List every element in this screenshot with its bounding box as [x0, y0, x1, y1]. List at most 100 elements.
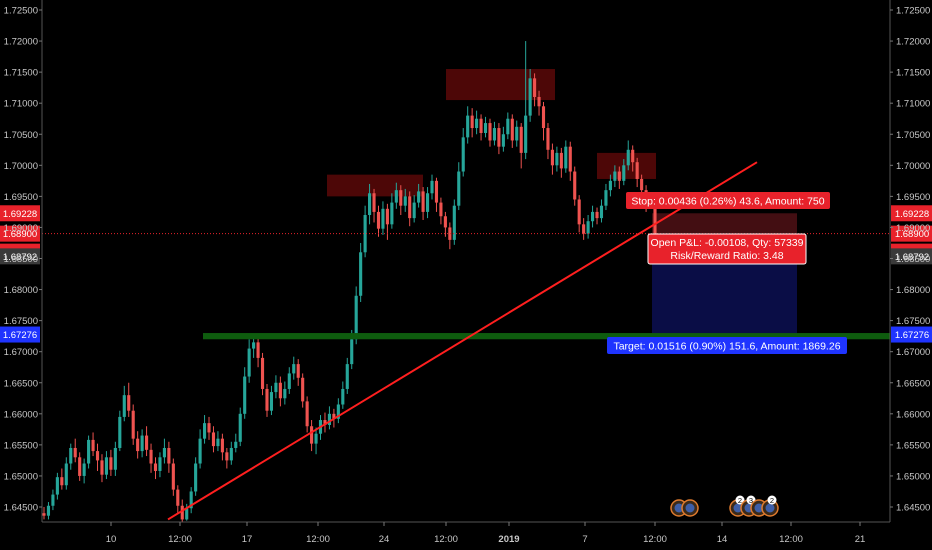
- candle-body: [269, 392, 274, 411]
- candle-body: [408, 196, 412, 219]
- candle-body: [149, 449, 153, 464]
- candle-body: [283, 388, 287, 399]
- candle-body: [278, 382, 282, 399]
- candle-body: [87, 439, 91, 464]
- candle-body: [470, 115, 474, 129]
- candle-body: [265, 388, 269, 411]
- y-tick-label-left: 1.68500: [4, 254, 38, 265]
- candle-body: [417, 191, 421, 203]
- candle-body: [332, 413, 336, 419]
- candle-body: [541, 106, 546, 129]
- candle-body: [582, 224, 586, 234]
- candle-body: [207, 423, 211, 433]
- stop-label-box: [626, 192, 830, 209]
- candle-body: [546, 128, 550, 150]
- candle-body: [430, 180, 434, 194]
- candle-body: [55, 477, 59, 495]
- event-count-text: 3: [749, 496, 753, 505]
- candle-body: [113, 447, 117, 470]
- candle-body: [287, 373, 291, 389]
- y-tick-label-right: 1.65000: [896, 471, 930, 482]
- candle-body: [180, 505, 184, 520]
- resistance-zone: [327, 174, 423, 197]
- candle-body: [171, 463, 175, 490]
- event-flag-icon: [765, 503, 775, 513]
- candle-body: [483, 123, 488, 134]
- candle-body: [292, 364, 296, 374]
- candle-body: [122, 395, 126, 417]
- candle-body: [488, 123, 492, 141]
- x-tick-label: 21: [855, 534, 866, 545]
- candle-body: [91, 439, 95, 452]
- target-price-tag-left-text: 1.67276: [3, 330, 37, 341]
- candle-body: [60, 477, 64, 486]
- candle-body: [305, 401, 309, 427]
- candle-body: [189, 491, 193, 509]
- candle-body: [528, 78, 532, 116]
- candle-body: [211, 432, 216, 447]
- y-tick-label-left: 1.72500: [4, 6, 38, 17]
- candle-body: [559, 152, 563, 169]
- support-line: [203, 333, 890, 340]
- current-price-tag-left-box: [0, 225, 40, 242]
- y-tick-label-left: 1.66000: [4, 409, 38, 420]
- x-tick-label: 12:00: [643, 534, 667, 545]
- candles: [42, 41, 657, 523]
- event-marker: [681, 499, 699, 517]
- event-marker: 2: [761, 495, 779, 517]
- candle-body: [64, 463, 68, 486]
- target-price-tag-right-text: 1.67276: [895, 330, 929, 341]
- x-tick-label: 12:00: [434, 534, 458, 545]
- y-tick-label-right: 1.66000: [896, 409, 930, 420]
- resistance-zone: [597, 152, 656, 179]
- stop-price-tag-right-box: [891, 205, 932, 222]
- event-flag-icon: [733, 503, 743, 513]
- resistance-zone: [446, 69, 555, 101]
- candle-body: [577, 199, 581, 225]
- candle-body: [443, 216, 447, 228]
- candle-body: [617, 171, 621, 181]
- candle-body: [185, 508, 189, 520]
- candle-body: [640, 178, 644, 191]
- candle-body: [533, 78, 537, 97]
- x-tick-label: 12:00: [306, 534, 330, 545]
- x-tick-label: 12:00: [779, 534, 803, 545]
- candle-body: [234, 441, 238, 448]
- candle-body: [425, 193, 430, 212]
- candle-body: [51, 494, 55, 506]
- candle-body: [439, 202, 443, 217]
- candle-body: [497, 128, 501, 147]
- x-tick-label: 7: [582, 534, 587, 545]
- y-tick-label-left: 1.72000: [4, 37, 38, 48]
- y-tick-label-left: 1.67500: [4, 316, 38, 327]
- candle-body: [510, 118, 514, 141]
- candle-body: [252, 342, 256, 349]
- entry-price-tag-right-box: [891, 248, 932, 265]
- rr-label-text: Risk/Reward Ratio: 3.48: [670, 250, 783, 262]
- candle-body: [225, 452, 229, 461]
- candle-body: [136, 438, 140, 452]
- y-tick-label-left: 1.69500: [4, 192, 38, 203]
- candle-body: [341, 388, 345, 405]
- candle-body: [399, 190, 403, 206]
- candle-body: [631, 149, 635, 163]
- candle-body: [524, 115, 528, 153]
- candle-body: [568, 146, 572, 172]
- candle-body: [613, 171, 617, 181]
- entry-price-tag-left-box: [0, 248, 40, 265]
- y-tick-label-left: 1.67000: [4, 347, 38, 358]
- target-label-box: [607, 337, 847, 354]
- overlay-lines: [42, 161, 890, 521]
- y-tick-label-right: 1.71000: [896, 99, 930, 110]
- entry-price-tag-right-text: 1.68792: [895, 252, 929, 263]
- candle-body: [394, 190, 398, 203]
- y-tick-label-right: 1.68000: [896, 285, 930, 296]
- candle-body: [202, 423, 207, 439]
- y-tick-label-right: 1.71500: [896, 68, 930, 79]
- candle-body: [506, 118, 510, 135]
- axes: 1.72500 1.72500 1.72000 1.72000 1.71500 1.715…: [4, 0, 930, 545]
- candle-body: [131, 410, 135, 439]
- candle-body: [479, 118, 483, 134]
- candle-body: [537, 96, 541, 107]
